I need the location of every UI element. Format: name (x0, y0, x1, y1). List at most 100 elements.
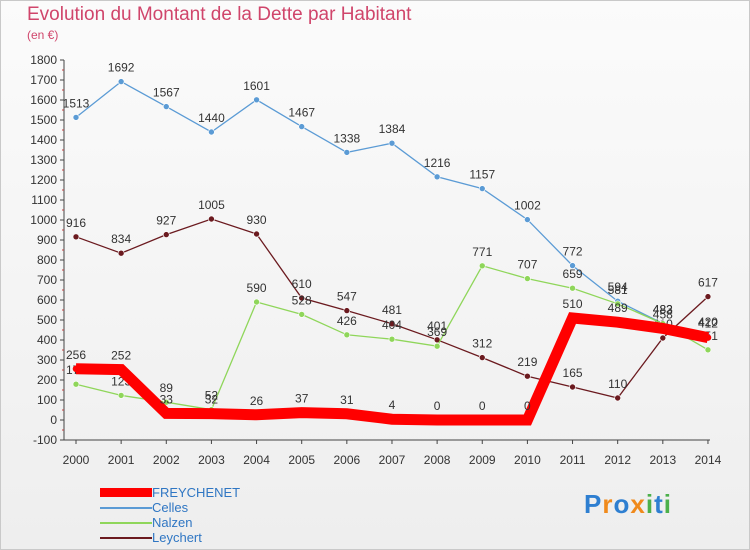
data-label: 528 (292, 293, 312, 307)
y-tick-label: 1600 (30, 93, 57, 107)
data-point (343, 307, 351, 314)
y-tick-label: 0 (50, 413, 57, 427)
data-point (614, 318, 621, 326)
data-point (298, 311, 306, 318)
legend-item-nalzen: Nalzen (100, 515, 240, 530)
y-tick-label: -100 (33, 433, 57, 447)
y-tick-label: 1700 (30, 73, 57, 87)
y-tick-label: 1500 (30, 113, 57, 127)
x-tick-label: 2012 (604, 453, 631, 467)
data-point (208, 128, 215, 136)
data-point (388, 415, 396, 423)
data-point (569, 314, 576, 322)
legend-label: Celles (152, 500, 189, 515)
data-label: 110 (608, 377, 627, 391)
data-point (524, 216, 531, 223)
x-tick-label: 2003 (198, 453, 225, 467)
legend-swatch (100, 506, 152, 509)
data-label: 256 (66, 348, 86, 362)
data-point (298, 123, 306, 130)
data-point (433, 416, 441, 424)
data-point (524, 275, 531, 282)
x-tick-label: 2005 (288, 453, 315, 467)
data-label: 771 (472, 245, 492, 259)
x-tick-label: 2004 (243, 453, 270, 467)
legend-item-leychert: Leychert (100, 530, 240, 545)
x-tick-label: 2007 (379, 453, 406, 467)
data-label: 489 (608, 301, 628, 315)
data-label: 32 (205, 393, 219, 407)
data-point (253, 230, 260, 238)
data-label: 33 (160, 392, 174, 406)
y-tick-label: 1800 (30, 53, 57, 67)
data-label: 0 (479, 399, 486, 413)
data-label: 404 (382, 318, 402, 332)
x-tick-label: 2013 (649, 453, 676, 467)
data-point (524, 416, 531, 424)
x-tick-label: 2002 (153, 453, 180, 467)
y-tick-label: 100 (37, 393, 57, 407)
data-label: 252 (111, 349, 131, 363)
y-tick-label: 1000 (30, 213, 57, 227)
data-point (162, 103, 170, 110)
y-tick-label: 1200 (30, 173, 57, 187)
data-label: 482 (653, 303, 673, 317)
x-tick-label: 2008 (424, 453, 451, 467)
data-label: 420 (698, 315, 718, 329)
data-label: 916 (66, 216, 86, 230)
data-point (253, 298, 260, 306)
data-point (614, 394, 621, 402)
data-label: 510 (563, 297, 583, 311)
x-tick-label: 2001 (108, 453, 135, 467)
data-point (659, 334, 667, 342)
data-label: 659 (563, 267, 583, 281)
data-point (388, 320, 396, 328)
legend-label: FREYCHENET (152, 485, 241, 500)
data-label: 594 (608, 280, 628, 294)
data-point (117, 78, 125, 85)
series-line-celles (75, 80, 709, 337)
data-label: 26 (250, 394, 264, 408)
data-point (72, 380, 80, 388)
data-label: 1513 (63, 96, 90, 110)
data-point (704, 293, 712, 300)
y-tick-label: 800 (37, 253, 57, 267)
y-tick-label: 1300 (30, 153, 57, 167)
data-label: 483 (653, 302, 673, 316)
data-point (298, 409, 306, 416)
data-point (704, 334, 712, 341)
data-label: 401 (427, 319, 447, 333)
data-label: 1005 (198, 198, 225, 212)
data-point (253, 96, 260, 104)
y-tick-label: 900 (37, 233, 57, 247)
legend-swatch (100, 488, 152, 497)
data-label: 0 (434, 399, 441, 413)
data-point (162, 231, 170, 238)
data-label: 412 (698, 317, 718, 331)
data-label: 610 (292, 277, 312, 291)
data-point (72, 114, 80, 121)
data-point (72, 365, 80, 373)
data-point (569, 262, 576, 269)
data-point (298, 294, 306, 302)
x-tick-label: 2011 (560, 453, 586, 467)
data-label: 1338 (333, 131, 360, 145)
data-label: 89 (160, 381, 174, 395)
y-tick-label: 600 (37, 293, 57, 307)
legend-swatch (100, 521, 152, 524)
data-label: 590 (247, 281, 267, 295)
legend-item-freychenet: FREYCHENET (100, 485, 240, 500)
data-label: 1384 (379, 122, 406, 136)
data-point (72, 233, 80, 241)
data-label: 369 (427, 325, 447, 339)
data-point (343, 331, 351, 339)
data-label: 458 (653, 307, 673, 321)
y-tick-label: 400 (37, 333, 57, 347)
y-tick-label: 300 (37, 353, 57, 367)
data-point (569, 284, 576, 292)
data-label: 31 (340, 393, 354, 407)
data-label: 617 (698, 276, 718, 290)
data-point (253, 411, 260, 419)
data-label: 930 (247, 213, 267, 227)
